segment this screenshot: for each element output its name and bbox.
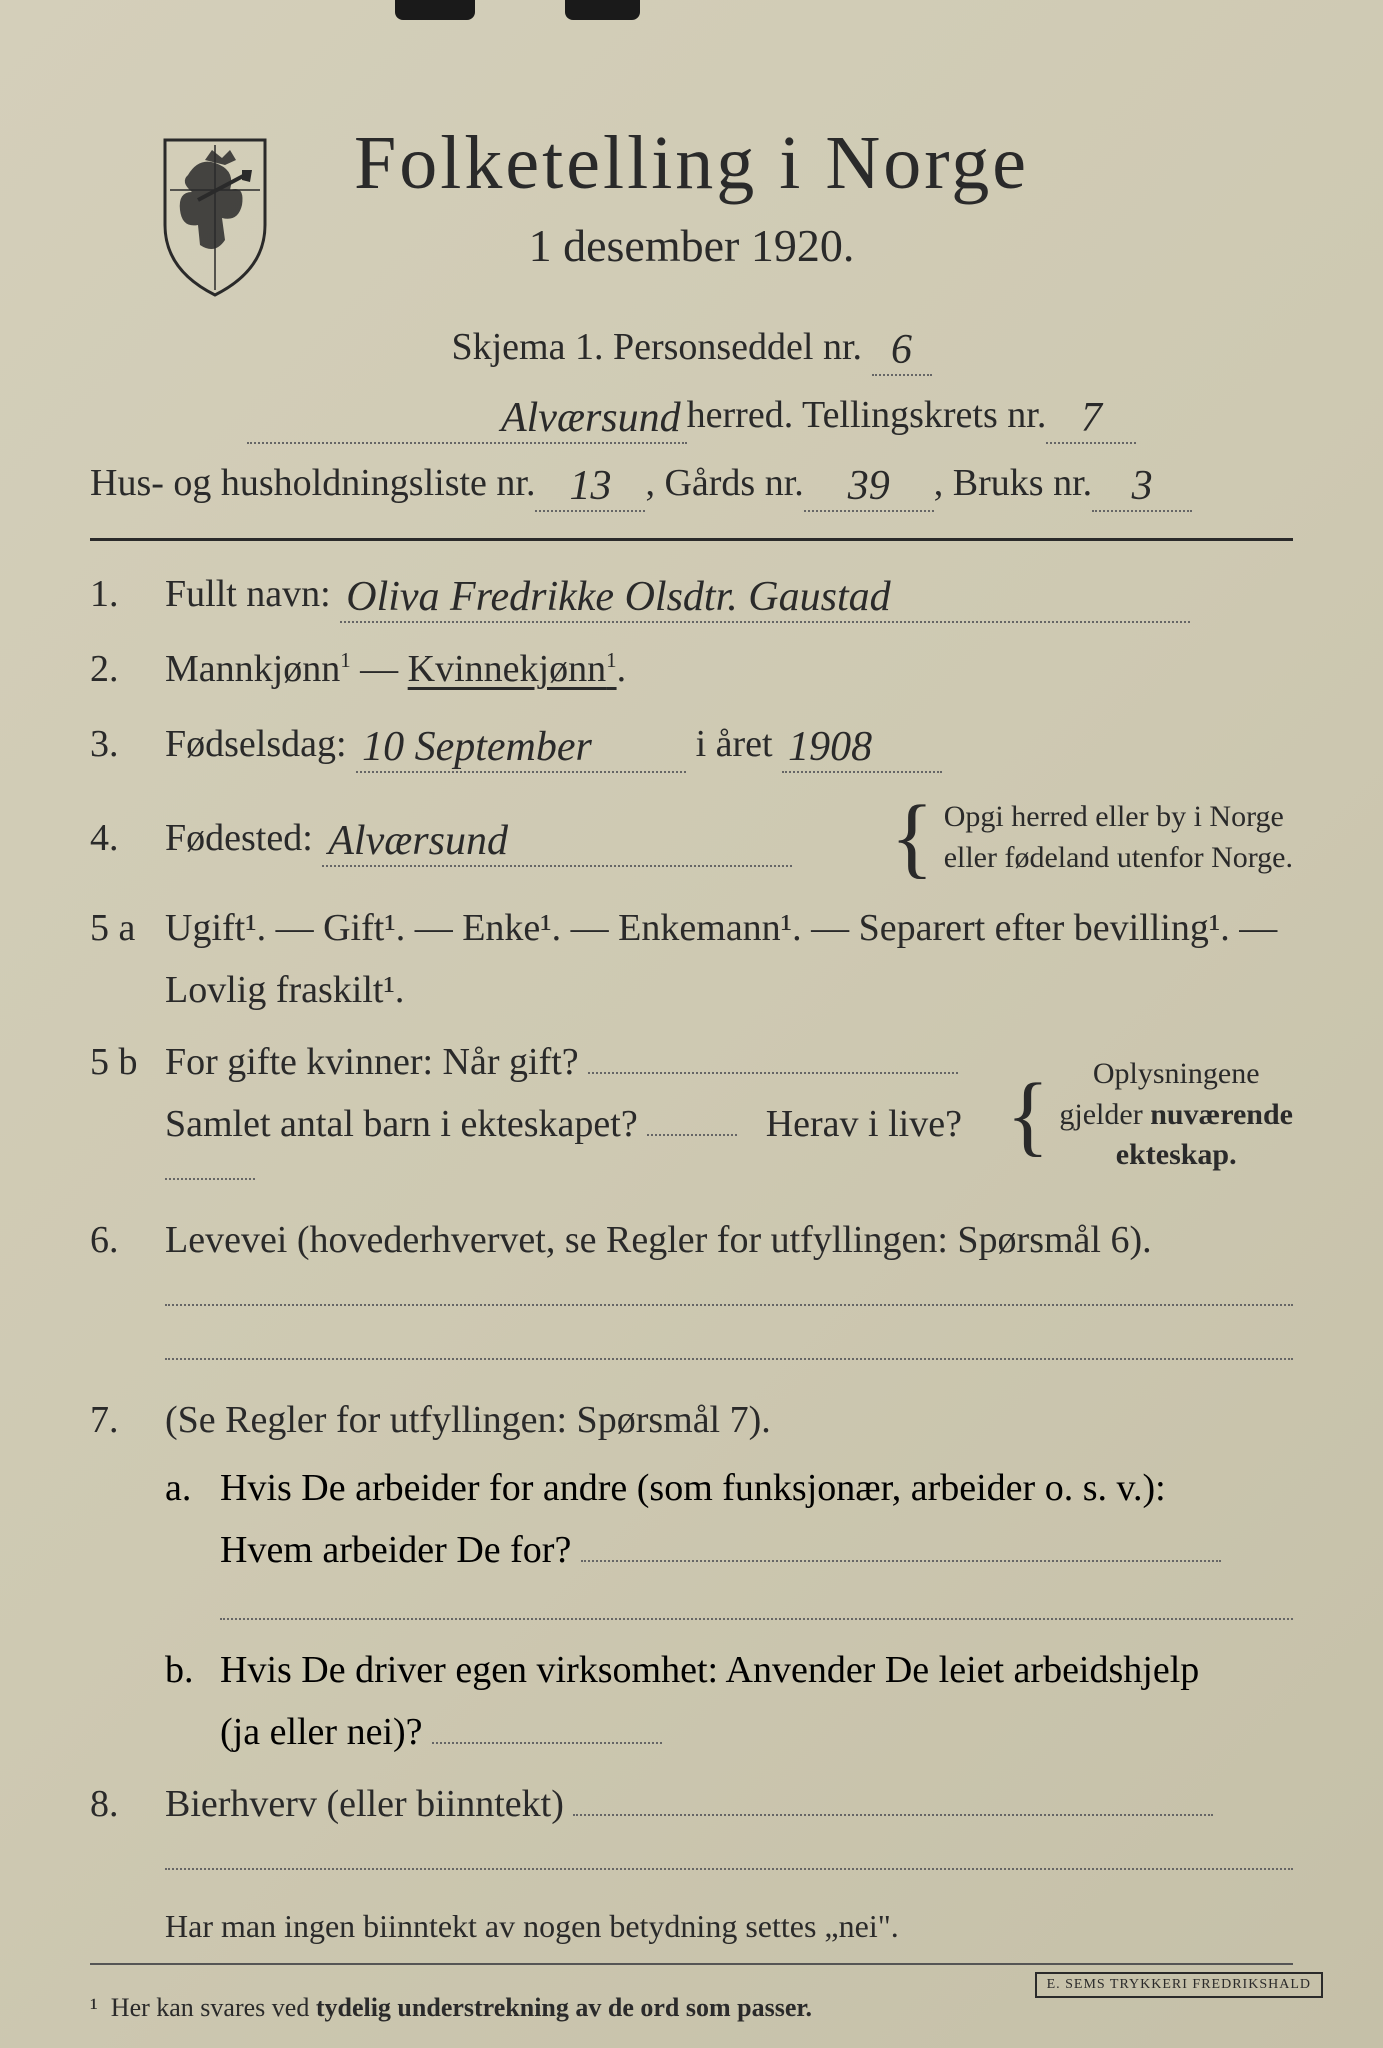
q4-note-l1: Opgi herred eller by i Norge (944, 800, 1284, 833)
herred-line: Alværsund herred. Tellingskrets nr. 7 (90, 390, 1293, 440)
header: Folketelling i Norge 1 desember 1920. (90, 120, 1293, 272)
q7a: a. Hvis De arbeider for andre (som funks… (165, 1466, 1293, 1572)
q5b-live-field (165, 1178, 255, 1180)
q-num: 3. (90, 722, 165, 766)
q8-label: Bierhverv (eller biinntekt) (165, 1783, 564, 1825)
q5b-note-l3: ekteskap. (1116, 1138, 1237, 1171)
q5a-opts-l2: Lovlig fraskilt¹. (165, 968, 1293, 1012)
q-num: 4. (90, 816, 165, 860)
q1-label: Fullt navn: (165, 573, 331, 615)
q7b-l1: Hvis De driver egen virksomhet: Anvender… (220, 1649, 1199, 1691)
dotted-rule (165, 1868, 1293, 1870)
q4-note: Opgi herred eller by i Norge eller fødel… (944, 797, 1293, 878)
binding-tab (565, 0, 640, 20)
main-title: Folketelling i Norge (354, 120, 1029, 207)
q3: 3. Fødselsdag: 10 September i året 1908 (90, 719, 1293, 769)
q-num: 6. (90, 1218, 165, 1262)
q5b-note-l2: gjelder nuværende (1059, 1098, 1293, 1131)
printer-stamp: E. SEMS TRYKKERI FREDRIKSHALD (1035, 1972, 1323, 1998)
q6: 6. Levevei (hovederhvervet, se Regler fo… (90, 1218, 1293, 1262)
title-block: Folketelling i Norge 1 desember 1920. (354, 120, 1029, 272)
q-num: 5 a (90, 906, 165, 950)
gards-nr: 39 (804, 462, 934, 512)
q8-field (573, 1814, 1213, 1816)
q-num: 1. (90, 572, 165, 616)
q1-value: Oliva Fredrikke Olsdtr. Gaustad (340, 573, 1190, 623)
q4-value: Alværsund (322, 817, 792, 867)
hus-line: Hus- og husholdningsliste nr. 13 , Gårds… (90, 458, 1293, 508)
q5a: 5 a Ugift¹. — Gift¹. — Enke¹. — Enkemann… (90, 906, 1293, 1012)
husliste-nr: 13 (535, 462, 645, 512)
q4-note-l2: eller fødeland utenfor Norge. (944, 841, 1293, 874)
q2: 2. Mannkjønn — Kvinnekjønn. (90, 647, 1293, 691)
q7a-l1: Hvis De arbeider for andre (som funksjon… (220, 1467, 1166, 1509)
schema-line: Skjema 1. Personseddel nr. 6 (90, 322, 1293, 372)
q5b-l2a: Samlet antal barn i ekteskapet? (165, 1103, 638, 1145)
dotted-rule (165, 1358, 1293, 1360)
q2-kvinne: Kvinnekjønn (408, 648, 617, 690)
brace-icon: { (1006, 1084, 1049, 1147)
q7a-field (581, 1560, 1221, 1562)
schema-label: Skjema 1. Personseddel nr. (451, 326, 862, 368)
footer-note: Har man ingen biinntekt av nogen betydni… (165, 1908, 1293, 1945)
q7a-l2: Hvem arbeider De for? (220, 1529, 571, 1571)
q7b-field (432, 1742, 662, 1744)
dash: — (360, 648, 408, 690)
dotted-rule (220, 1618, 1293, 1620)
q-num: 5 b (90, 1040, 165, 1084)
sub-letter: a. (165, 1466, 220, 1572)
q3-label: Fødselsdag: (165, 723, 347, 765)
q4-label: Fødested: (165, 817, 313, 859)
gards-label: , Gårds nr. (645, 461, 803, 505)
thin-divider (90, 1963, 1293, 1965)
q7b: b. Hvis De driver egen virksomhet: Anven… (165, 1648, 1293, 1754)
q3-year-label: i året (696, 723, 773, 765)
q5b-note: Oplysningene gjelder nuværende ekteskap. (1059, 1054, 1293, 1176)
q7: 7. (Se Regler for utfyllingen: Spørsmål … (90, 1398, 1293, 1442)
q7b-l2: (ja eller nei)? (220, 1711, 423, 1753)
sub-letter: b. (165, 1648, 220, 1754)
coat-of-arms-icon (150, 130, 280, 305)
herred-label: herred. Tellingskrets nr. (687, 393, 1047, 437)
bruks-nr: 3 (1092, 462, 1192, 512)
dotted-rule (165, 1304, 1293, 1306)
brace-icon: { (890, 806, 933, 869)
q2-mann: Mannkjønn (165, 648, 351, 690)
q5b-note-l1: Oplysningene (1093, 1057, 1260, 1090)
date-line: 1 desember 1920. (354, 219, 1029, 272)
q4: 4. Fødested: Alværsund { Opgi herred ell… (90, 797, 1293, 878)
q3-day: 10 September (356, 723, 686, 773)
q-num: 7. (90, 1398, 165, 1442)
q5a-opts: Ugift¹. — Gift¹. — Enke¹. — Enkemann¹. —… (165, 907, 1277, 949)
tellingskrets-nr: 7 (1046, 394, 1136, 444)
top-binding-tabs (0, 0, 1383, 30)
q-num: 8. (90, 1782, 165, 1826)
q5b-gift-field (588, 1072, 958, 1074)
q5b-barn-field (647, 1134, 737, 1136)
personseddel-nr: 6 (872, 326, 932, 376)
q5b-l2b: Herav i live? (766, 1103, 962, 1145)
q1: 1. Fullt navn: Oliva Fredrikke Olsdtr. G… (90, 569, 1293, 619)
herred-value: Alværsund (247, 394, 687, 444)
q8: 8. Bierhverv (eller biinntekt) (90, 1782, 1293, 1826)
divider (90, 538, 1293, 541)
q-num: 2. (90, 647, 165, 691)
q6-text: Levevei (hovederhvervet, se Regler for u… (165, 1218, 1293, 1262)
q7-intro: (Se Regler for utfyllingen: Spørsmål 7). (165, 1398, 1293, 1442)
q5b-l1a: For gifte kvinner: Når gift? (165, 1041, 579, 1083)
q3-year: 1908 (782, 723, 942, 773)
binding-tab (395, 0, 475, 20)
husliste-label: Hus- og husholdningsliste nr. (90, 461, 535, 505)
census-form-page: Folketelling i Norge 1 desember 1920. Sk… (0, 0, 1383, 2048)
q5b: 5 b For gifte kvinner: Når gift? Samlet … (90, 1040, 1293, 1190)
bruks-label: , Bruks nr. (934, 461, 1092, 505)
